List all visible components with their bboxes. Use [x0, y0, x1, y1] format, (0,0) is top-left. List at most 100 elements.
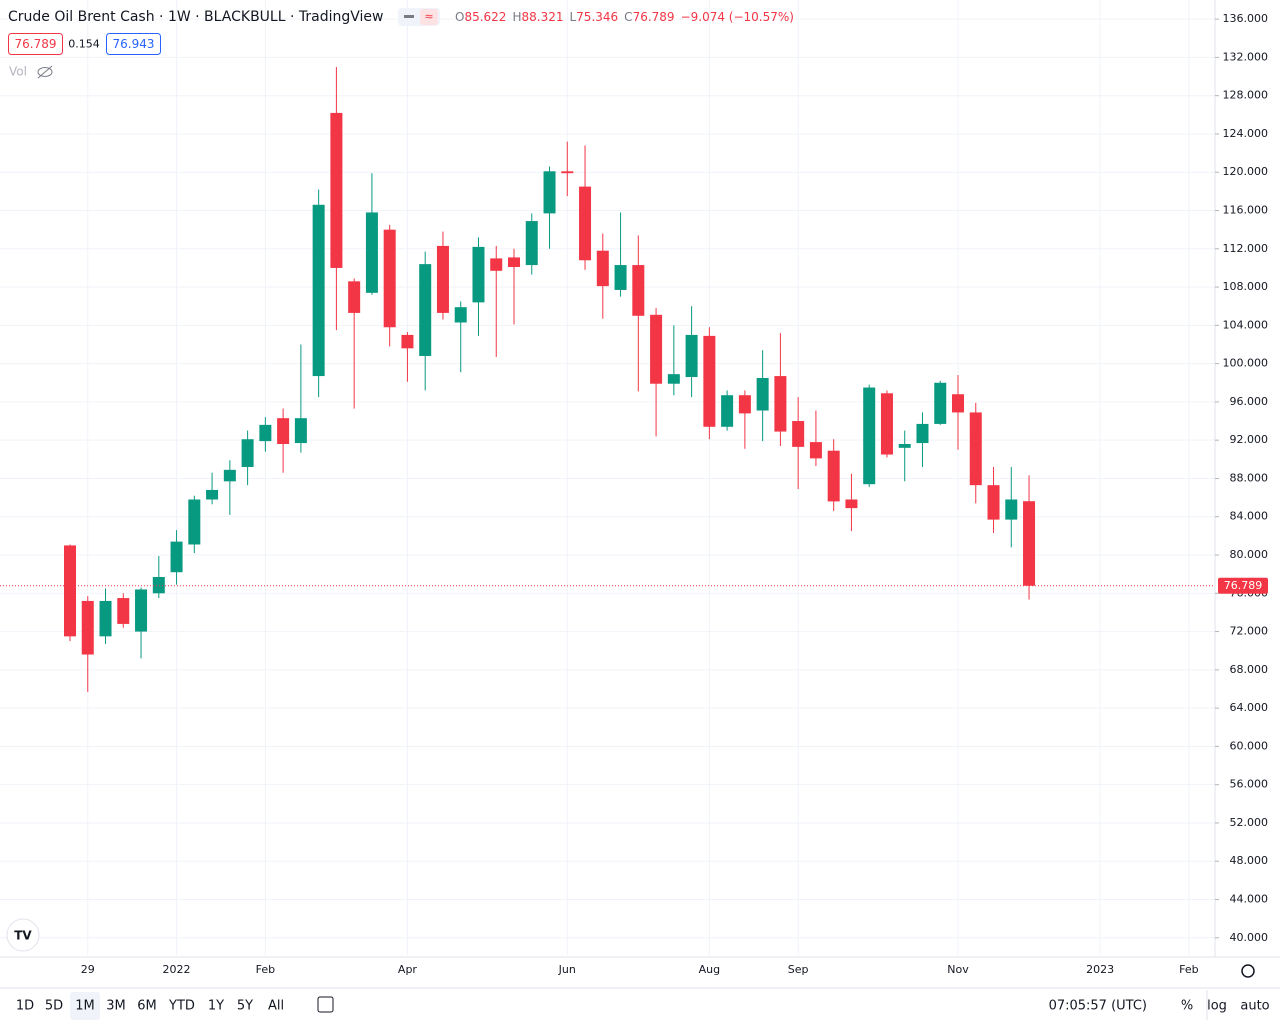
ohlc-legend: O85.622 H88.321 L75.346 C76.789 −9.074 (−10.… [455, 10, 794, 24]
y-tick-label: 120.000 [1223, 165, 1269, 178]
date-range-icon[interactable] [317, 996, 334, 1013]
x-tick-label: 29 [81, 963, 95, 976]
candle-body [952, 394, 964, 413]
symbol-title: Crude Oil Brent Cash · 1W · BLACKBULL · … [8, 9, 383, 25]
range-button[interactable]: 1D [16, 999, 34, 1014]
eye-icon[interactable] [37, 67, 53, 77]
grid [0, 0, 1215, 955]
x-tick-label: Jun [558, 963, 576, 976]
range-button[interactable]: YTD [168, 999, 195, 1014]
scale-option[interactable]: % [1181, 999, 1193, 1014]
y-tick-label: 124.000 [1223, 127, 1269, 140]
header: Crude Oil Brent Cash · 1W · BLACKBULL · … [6, 8, 794, 952]
candle-body [365, 212, 378, 293]
ask-price: 76.943 [113, 37, 155, 51]
candle-body [259, 424, 272, 442]
range-button[interactable]: 1Y [208, 999, 224, 1014]
candle-body [916, 423, 929, 444]
candle-body [152, 577, 165, 594]
y-tick-label: 100.000 [1223, 357, 1269, 370]
range-button[interactable]: 5Y [237, 999, 253, 1014]
candle-body [170, 541, 183, 573]
x-tick-label: Nov [947, 963, 969, 976]
candle-body [454, 307, 467, 323]
clock[interactable]: 07:05:57 (UTC) [1049, 999, 1147, 1014]
candle-body [525, 221, 538, 266]
candle-body [330, 112, 343, 268]
candle-body [383, 229, 396, 328]
x-tick-label: Aug [699, 963, 720, 976]
ohlc-value: 88.321 [521, 10, 563, 24]
y-tick-label: 104.000 [1223, 318, 1269, 331]
y-tick-label: 60.000 [1230, 739, 1269, 752]
candle-body [987, 485, 1000, 520]
candle-body [294, 418, 307, 444]
candle-body [1005, 499, 1018, 520]
ohlc-value: 85.622 [464, 10, 506, 24]
y-tick-label: 132.000 [1223, 50, 1269, 63]
y-tick-label: 108.000 [1223, 280, 1269, 293]
bid-price: 76.789 [15, 37, 57, 51]
icon [404, 15, 414, 18]
candle-body [721, 395, 734, 427]
spread: 0.154 [68, 38, 100, 51]
bid-box[interactable] [8, 33, 63, 55]
y-tick-label: 68.000 [1230, 663, 1269, 676]
scale-option[interactable]: auto [1240, 999, 1269, 1014]
y-tick-label: 48.000 [1230, 854, 1269, 867]
range-button[interactable]: 6M [137, 999, 157, 1014]
candle-body [845, 499, 858, 509]
candle-body [898, 444, 911, 448]
ohlc-value: 75.346 [576, 10, 618, 24]
y-tick-label: 92.000 [1230, 433, 1269, 446]
candle-body [64, 545, 76, 637]
y-tick-label: 40.000 [1230, 931, 1269, 944]
ohlc-label: H [512, 10, 521, 24]
tv-logo: TV [14, 929, 32, 943]
candle-body [206, 489, 219, 500]
y-tick-label: 128.000 [1223, 89, 1269, 102]
x-tick-label: Sep [788, 963, 809, 976]
settings-icon[interactable] [1241, 964, 1255, 978]
range-button[interactable]: 1M [75, 999, 95, 1014]
ask-box[interactable] [106, 33, 161, 55]
candle-body [792, 421, 805, 447]
range-button[interactable]: 3M [106, 999, 126, 1014]
ohlc-value: 76.789 [633, 10, 675, 24]
candle-body [596, 250, 609, 287]
candle-body [508, 257, 520, 267]
ohlc-label: O [455, 10, 464, 24]
last-price-box [1218, 577, 1268, 594]
toolbar: 1D 5D 1M 3M 6M YTD 1Y 5Y All 07:05:57 (UTC)% log au… [16, 990, 1270, 1020]
candle-body [241, 439, 254, 467]
axes: 40.000 44.000 48.000 52.000 56.000 60.000 64.0… [81, 12, 1269, 978]
candle-body [135, 589, 148, 632]
candle-body [277, 418, 290, 445]
y-tick-label: 80.000 [1230, 548, 1269, 561]
change: −9.074 (−10.57%) [681, 10, 794, 24]
candle-body [188, 499, 201, 545]
range-button[interactable]: All [268, 999, 284, 1014]
candle-body [561, 171, 574, 174]
candle-body [632, 265, 645, 316]
candle-body [809, 442, 822, 459]
x-tick-label: Apr [398, 963, 418, 976]
candle-body [543, 171, 556, 214]
y-tick-label: 116.000 [1223, 204, 1269, 217]
candle-body [880, 393, 893, 455]
scale-option[interactable]: log [1207, 999, 1227, 1014]
tv-logo[interactable] [6, 918, 40, 952]
range-button[interactable]: 5D [45, 999, 63, 1014]
icon [420, 9, 438, 25]
y-tick-label: 88.000 [1230, 471, 1269, 484]
y-tick-label: 72.000 [1230, 625, 1269, 638]
x-tick-label: 2022 [163, 963, 191, 976]
candle-body [579, 186, 592, 261]
candle-body [614, 265, 627, 290]
candle-body [99, 600, 112, 637]
candle-body [490, 258, 503, 271]
y-tick-label: 112.000 [1223, 242, 1269, 255]
candle-body [223, 469, 236, 482]
last-price-label: 76.789 [1224, 579, 1263, 592]
